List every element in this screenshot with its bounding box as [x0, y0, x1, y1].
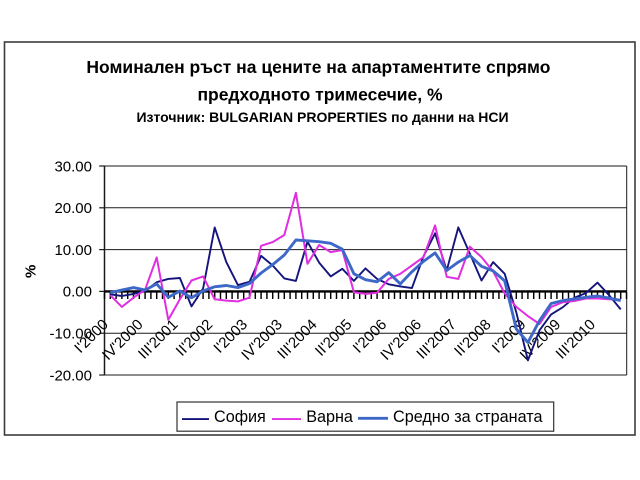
- svg-text:-10.00: -10.00: [49, 326, 92, 343]
- svg-text:0.00: 0.00: [63, 284, 92, 301]
- svg-text:30.00: 30.00: [54, 158, 92, 175]
- svg-text:Варна: Варна: [306, 408, 353, 426]
- svg-text:София: София: [214, 408, 266, 426]
- svg-text:%: %: [23, 265, 40, 278]
- svg-text:-20.00: -20.00: [49, 367, 92, 384]
- svg-text:10.00: 10.00: [54, 242, 92, 259]
- svg-text:предходното тримесечие, %: предходното тримесечие, %: [197, 85, 443, 105]
- svg-text:Номинален ръст на цените на ап: Номинален ръст на цените на апартаментит…: [86, 57, 550, 77]
- svg-text:Източник: BULGARIAN PROPERTIES: Източник: BULGARIAN PROPERTIES по данни …: [136, 109, 508, 125]
- svg-text:20.00: 20.00: [54, 200, 92, 217]
- svg-text:Средно за страната: Средно за страната: [393, 408, 542, 426]
